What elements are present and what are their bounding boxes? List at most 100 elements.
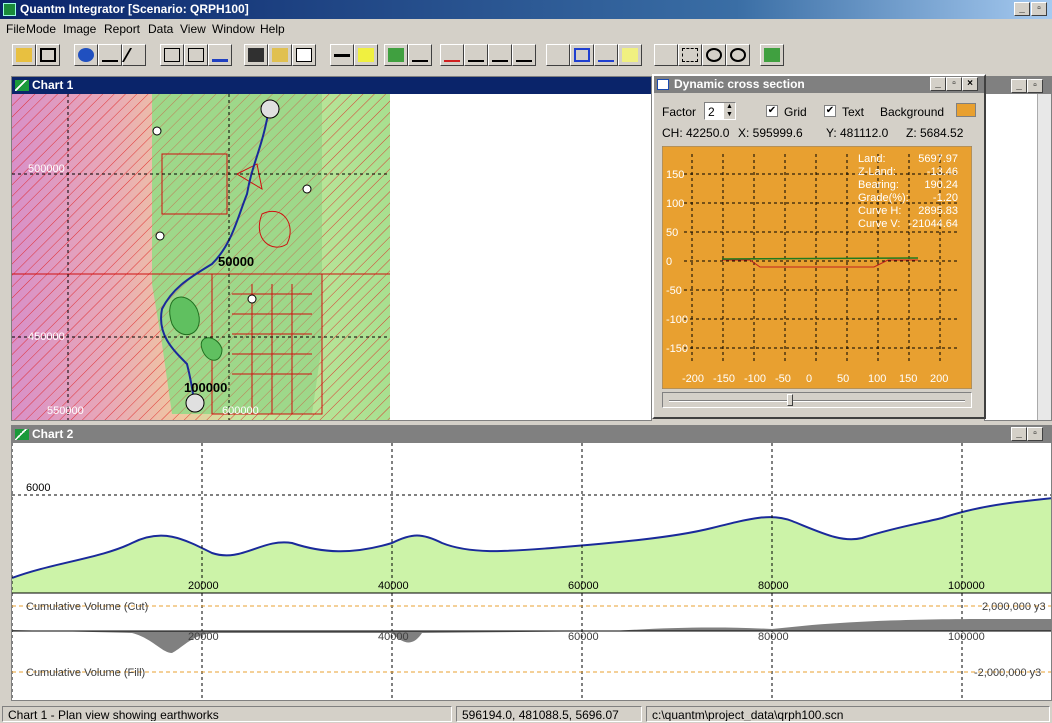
profile-x-ticks: 20000 40000 60000 80000 100000 bbox=[188, 580, 985, 592]
background-label: Background bbox=[880, 105, 945, 119]
grid-checkbox[interactable]: ✔ bbox=[766, 105, 778, 117]
parcel-boundaries bbox=[12, 153, 390, 415]
menu-image[interactable]: Image bbox=[63, 22, 97, 36]
xs-restore-button[interactable]: ▫ bbox=[946, 77, 962, 91]
menu-mode[interactable]: Mode bbox=[26, 22, 57, 36]
zoom-extent-icon[interactable] bbox=[678, 44, 702, 66]
hand-icon[interactable] bbox=[654, 44, 678, 66]
chart-edit-icon[interactable] bbox=[384, 44, 408, 66]
route-alignment[interactable] bbox=[160, 108, 270, 413]
menu-report[interactable]: Report bbox=[104, 22, 141, 36]
spinner-arrows-icon[interactable]: ▲ ▼ bbox=[724, 103, 735, 119]
x-tick-label: -100 bbox=[744, 373, 766, 385]
arrow-right-icon[interactable] bbox=[184, 44, 208, 66]
chart1-window[interactable]: Chart 1 bbox=[11, 76, 652, 421]
grid-label: Grid bbox=[784, 105, 807, 119]
design-profile-line[interactable] bbox=[12, 497, 1052, 579]
zoom-in-icon[interactable] bbox=[702, 44, 726, 66]
vertical-scrollbar[interactable] bbox=[1037, 94, 1051, 420]
toolbar bbox=[0, 40, 1052, 72]
info-value: -1.20 bbox=[933, 192, 958, 204]
minimize-button[interactable]: _ bbox=[1014, 2, 1030, 16]
slider-thumb[interactable] bbox=[787, 394, 793, 406]
ruler-icon[interactable] bbox=[330, 44, 354, 66]
xs-close-button[interactable]: × bbox=[962, 77, 978, 91]
xs-minimize-button[interactable]: _ bbox=[930, 77, 946, 91]
window-icon[interactable] bbox=[36, 44, 60, 66]
chart2-minimize-button[interactable]: _ bbox=[1011, 427, 1027, 441]
menu-data[interactable]: Data bbox=[148, 22, 174, 36]
chart1-title-bar[interactable]: Chart 1 bbox=[12, 77, 651, 94]
x-tick-label: 100 bbox=[868, 373, 886, 385]
menu-view[interactable]: View bbox=[180, 22, 206, 36]
pond-area bbox=[169, 296, 200, 336]
terrain-fill bbox=[12, 498, 1051, 593]
info-label: Z-Land: bbox=[858, 166, 896, 178]
chart2-title-bar[interactable]: Chart 2 _ ▫ bbox=[12, 426, 1051, 443]
volume-x-tick-label: 60000 bbox=[568, 631, 599, 643]
profile-x-tick-label: 40000 bbox=[378, 580, 409, 592]
zoom-out-icon[interactable] bbox=[726, 44, 750, 66]
markers bbox=[152, 126, 312, 304]
zigzag-icon[interactable] bbox=[488, 44, 512, 66]
wave-icon[interactable] bbox=[464, 44, 488, 66]
volume-x-tick-label: 80000 bbox=[758, 631, 789, 643]
app-title: Quantm Integrator [Scenario: QRPH100] bbox=[20, 2, 249, 16]
highlight-icon[interactable] bbox=[618, 44, 642, 66]
help-icon[interactable] bbox=[760, 44, 784, 66]
fill-volume-area bbox=[12, 619, 1051, 653]
profile-icon[interactable] bbox=[408, 44, 432, 66]
bg-restore-button[interactable]: ▫ bbox=[1027, 79, 1043, 93]
eye-icon[interactable] bbox=[74, 44, 98, 66]
background-color-swatch[interactable] bbox=[956, 103, 976, 117]
line-blue-icon[interactable] bbox=[594, 44, 618, 66]
menu-window[interactable]: Window bbox=[212, 22, 255, 36]
y-tick-label: 50 bbox=[666, 227, 678, 239]
pencil-icon[interactable] bbox=[354, 44, 378, 66]
wave-red-icon[interactable] bbox=[440, 44, 464, 66]
cut-volume-label: Cumulative Volume (Cut) bbox=[26, 601, 148, 613]
balance-icon[interactable] bbox=[98, 44, 122, 66]
wand-icon[interactable] bbox=[121, 44, 147, 66]
section-slider[interactable] bbox=[662, 392, 972, 408]
info-label: Land: bbox=[858, 153, 886, 165]
menu-help[interactable]: Help bbox=[260, 22, 285, 36]
text-checkbox[interactable]: ✔ bbox=[824, 105, 836, 117]
page-icon[interactable] bbox=[292, 44, 316, 66]
map-x-label-left: 550000 bbox=[47, 405, 84, 417]
pond-area-small bbox=[200, 337, 223, 361]
grid-icon[interactable] bbox=[570, 44, 594, 66]
info-label: Grade(%): bbox=[858, 192, 909, 204]
menu-file[interactable]: File bbox=[6, 22, 26, 36]
long-section-profile[interactable]: 6000 20000 40000 60000 80000 100000 Cumulati… bbox=[12, 443, 1052, 701]
factor-spinner[interactable]: 2 ▲ ▼ bbox=[704, 102, 736, 120]
area-icon[interactable] bbox=[512, 44, 536, 66]
background-window[interactable]: _ ▫ bbox=[984, 76, 1052, 421]
chart2-window[interactable]: Chart 2 _ ▫ 6000 20000 40000 60000 80000 100… bbox=[11, 425, 1052, 701]
x-tick-label: 0 bbox=[806, 373, 812, 385]
plan-view-map[interactable]: 500000 450000 550000 600000 50000 100000 bbox=[12, 94, 652, 421]
y-tick-label: -50 bbox=[666, 285, 682, 297]
bg-minimize-button[interactable]: _ bbox=[1011, 79, 1027, 93]
xyz-icon[interactable] bbox=[546, 44, 570, 66]
profile-x-tick-label: 100000 bbox=[948, 580, 985, 592]
y-readout: Y: 481112.0 bbox=[826, 126, 889, 140]
restore-button[interactable]: ▫ bbox=[1031, 2, 1047, 16]
ground-line bbox=[721, 257, 919, 260]
y-tick-label: -150 bbox=[666, 343, 688, 355]
info-value: -21044.64 bbox=[908, 218, 958, 230]
fill-volume-label: Cumulative Volume (Fill) bbox=[26, 667, 145, 679]
x-tick-label: 200 bbox=[930, 373, 948, 385]
open-folder-icon[interactable] bbox=[12, 44, 36, 66]
chart2-restore-button[interactable]: ▫ bbox=[1027, 427, 1043, 441]
info-value: 2895.83 bbox=[918, 205, 958, 217]
arrow-left-icon[interactable] bbox=[160, 44, 184, 66]
menu-bar: File Mode Image Report Data View Window … bbox=[0, 19, 1052, 38]
cross-section-title-bar[interactable]: Dynamic cross section _ ▫ × bbox=[654, 76, 984, 93]
book-icon[interactable] bbox=[268, 44, 292, 66]
camera-icon[interactable] bbox=[244, 44, 268, 66]
cart-icon[interactable] bbox=[208, 44, 232, 66]
volume-x-tick-label: 40000 bbox=[378, 631, 409, 643]
cross-section-dialog[interactable]: Dynamic cross section _ ▫ × Factor 2 ▲ ▼ … bbox=[652, 74, 986, 419]
